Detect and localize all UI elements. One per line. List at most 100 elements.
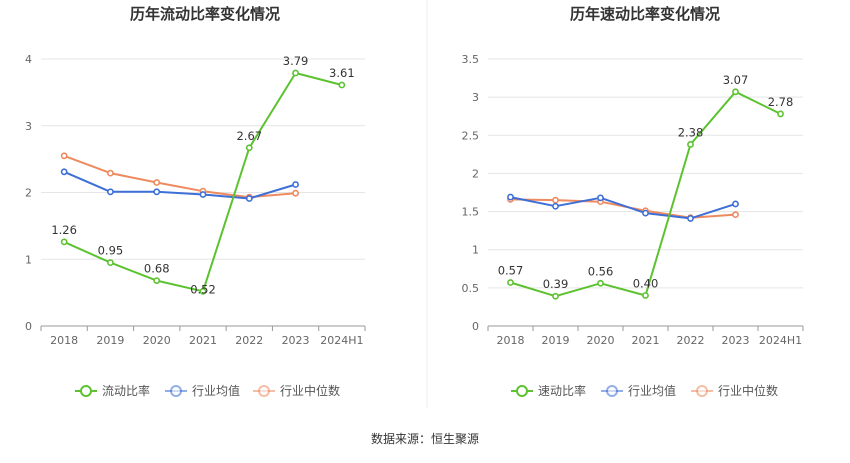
legend-item[interactable]: 行业中位数 bbox=[253, 383, 340, 398]
legend-label: 行业中位数 bbox=[280, 383, 340, 398]
series-point bbox=[199, 287, 207, 295]
series-point bbox=[292, 181, 299, 188]
legend-label: 流动比率 bbox=[102, 383, 150, 398]
x-tick-label: 2023 bbox=[722, 334, 750, 347]
x-tick-label: 2019 bbox=[96, 334, 124, 347]
chart-1: 历年流动比率变化情况 0 1 2 3 4 2018 2019 2020 2021 2022 2023 2… bbox=[25, 5, 366, 398]
data-label: 0.68 bbox=[144, 262, 170, 276]
series-point bbox=[107, 169, 114, 177]
series-point bbox=[245, 195, 253, 202]
series-line-1 bbox=[510, 90, 781, 298]
y-tick-label: 2 bbox=[25, 187, 32, 200]
x-tick-label: 2021 bbox=[189, 334, 217, 347]
data-label: 0.39 bbox=[543, 277, 569, 291]
series-point bbox=[597, 279, 604, 287]
data-label: 0.95 bbox=[98, 244, 124, 258]
series-point bbox=[687, 215, 694, 222]
series-point bbox=[552, 202, 559, 210]
series-point bbox=[292, 69, 299, 77]
series-point bbox=[507, 279, 514, 286]
series-point bbox=[642, 292, 649, 299]
x-tick-label: 2018 bbox=[50, 334, 78, 347]
legend-label: 行业均值 bbox=[628, 383, 676, 398]
series-point bbox=[597, 194, 604, 202]
data-label: 2.78 bbox=[768, 95, 794, 109]
series-point bbox=[732, 211, 739, 219]
series-point bbox=[60, 152, 68, 160]
series-line-2 bbox=[510, 196, 736, 220]
legend-item[interactable]: 流动比率 bbox=[75, 383, 150, 398]
x-tick-label: 2023 bbox=[282, 334, 310, 347]
data-label: 0.52 bbox=[190, 282, 216, 296]
legend-marker bbox=[258, 385, 270, 397]
data-label: 2.38 bbox=[678, 125, 704, 139]
legend-marker bbox=[606, 385, 618, 397]
y-tick-label: 0 bbox=[25, 320, 32, 333]
x-tick-label: 2022 bbox=[235, 334, 263, 347]
legend-label: 速动比率 bbox=[538, 383, 586, 398]
chart-2: 历年速动比率变化情况 0 0.5 1 1.5 2 2.5 3 3.5 2018 2019 2020 20… bbox=[462, 5, 804, 398]
y-tick-label: 0.5 bbox=[462, 282, 480, 295]
series-point bbox=[732, 200, 739, 208]
data-label: 3.07 bbox=[723, 73, 749, 87]
series-point bbox=[777, 110, 784, 118]
series-point bbox=[60, 238, 68, 246]
legend-marker bbox=[696, 385, 708, 397]
series-point bbox=[552, 196, 559, 204]
series-point bbox=[338, 81, 346, 89]
data-label: 3.61 bbox=[329, 66, 355, 80]
x-tick-label: 2019 bbox=[542, 334, 570, 347]
series-point bbox=[60, 168, 68, 176]
x-tick-label: 2020 bbox=[587, 334, 615, 347]
series-point bbox=[732, 88, 739, 96]
series-point bbox=[107, 259, 114, 266]
series-point bbox=[292, 189, 299, 197]
series-point bbox=[153, 179, 161, 186]
data-label: 0.56 bbox=[588, 264, 614, 278]
y-tick-label: 3 bbox=[472, 91, 479, 104]
y-tick-label: 2 bbox=[472, 167, 479, 180]
data-label: 3.79 bbox=[283, 54, 309, 68]
legend-label: 行业中位数 bbox=[718, 383, 778, 398]
series-point bbox=[199, 191, 207, 198]
legend-item[interactable]: 行业均值 bbox=[601, 383, 676, 398]
y-tick-label: 1 bbox=[472, 244, 479, 257]
series-point bbox=[153, 277, 161, 285]
x-tick-label: 2022 bbox=[677, 334, 705, 347]
series-point bbox=[245, 144, 253, 152]
x-tick-label: 2021 bbox=[632, 334, 660, 347]
series-point bbox=[107, 188, 114, 196]
legend-label: 行业均值 bbox=[192, 383, 240, 398]
x-tick-label: 2020 bbox=[143, 334, 171, 347]
series-point bbox=[687, 141, 694, 148]
series-point bbox=[507, 193, 514, 201]
y-tick-label: 4 bbox=[25, 53, 32, 66]
legend-marker bbox=[80, 385, 92, 397]
series-line-2 bbox=[63, 170, 296, 200]
series-line-1 bbox=[63, 72, 343, 293]
y-tick-label: 3.5 bbox=[462, 53, 480, 66]
chart-title: 历年流动比率变化情况 bbox=[130, 5, 280, 23]
legend-item[interactable]: 行业中位数 bbox=[691, 383, 778, 398]
y-tick-label: 3 bbox=[25, 120, 32, 133]
data-label: 0.57 bbox=[498, 264, 524, 278]
series-point bbox=[642, 209, 649, 217]
legend-marker bbox=[170, 385, 182, 397]
x-tick-label: 2018 bbox=[497, 334, 525, 347]
series-point bbox=[552, 292, 559, 300]
legend-item[interactable]: 行业均值 bbox=[165, 383, 240, 398]
chart-title: 历年速动比率变化情况 bbox=[570, 5, 720, 23]
series-line-3 bbox=[63, 154, 296, 199]
x-tick-label: 2024H1 bbox=[759, 334, 802, 347]
source-label: 数据来源：恒生聚源 bbox=[371, 431, 479, 446]
y-tick-label: 2.5 bbox=[462, 129, 480, 142]
y-tick-label: 1 bbox=[25, 253, 32, 266]
x-tick-label: 2024H1 bbox=[320, 334, 363, 347]
series-point bbox=[153, 188, 161, 196]
y-tick-label: 0 bbox=[472, 320, 479, 333]
legend-marker bbox=[516, 385, 528, 397]
legend-item[interactable]: 速动比率 bbox=[511, 383, 586, 398]
y-tick-label: 1.5 bbox=[462, 206, 480, 219]
